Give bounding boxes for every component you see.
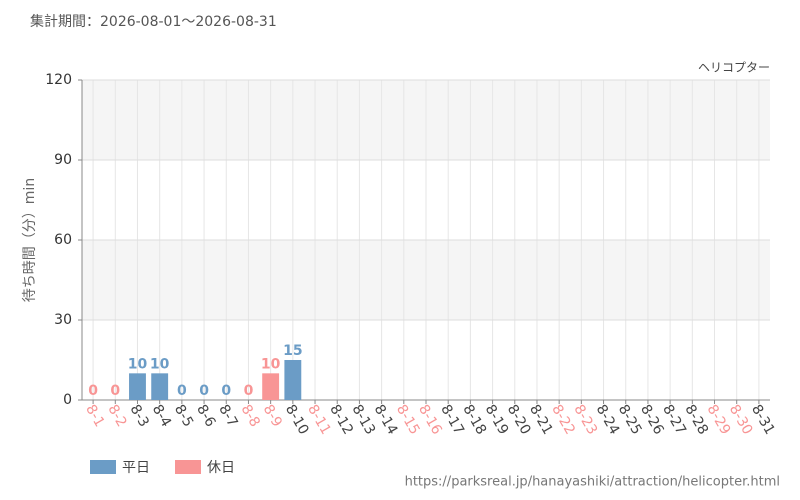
bar [151, 373, 169, 400]
x-tick-label: 8-6 [193, 402, 218, 430]
legend-label: 休日 [207, 460, 235, 476]
data-label: 15 [283, 343, 302, 359]
y-tick-label: 30 [54, 312, 72, 328]
x-tick-label: 8-5 [171, 402, 196, 430]
x-tick-label: 8-8 [238, 402, 263, 430]
legend-swatch [175, 460, 201, 474]
x-tick-label: 8-9 [260, 402, 285, 430]
data-label: 0 [110, 383, 120, 399]
data-label: 0 [88, 383, 98, 399]
x-tick-label: 8-7 [215, 402, 240, 430]
legend-label: 平日 [122, 460, 150, 476]
y-tick-label: 120 [45, 72, 72, 88]
data-label: 0 [199, 383, 209, 399]
x-tick-label: 8-4 [149, 402, 174, 430]
data-label: 0 [221, 383, 231, 399]
data-label: 10 [150, 356, 170, 372]
legend-swatch [90, 460, 116, 474]
bar [262, 373, 280, 400]
data-label: 0 [244, 383, 254, 399]
y-tick-label: 60 [54, 232, 72, 248]
data-label: 10 [128, 356, 148, 372]
bar [284, 360, 302, 400]
y-tick-label: 90 [54, 152, 72, 168]
source-url: https://parksreal.jp/hanayashiki/attract… [405, 475, 780, 490]
y-axis-label: 待ち時間（分）min [22, 178, 38, 302]
data-label: 0 [177, 383, 187, 399]
x-tick-label: 8-1 [82, 402, 107, 430]
data-label: 10 [261, 356, 281, 372]
chart-title: 集計期間：2026-08-01～2026-08-31 [30, 13, 277, 30]
y-tick-label: 0 [63, 392, 72, 408]
x-tick-label: 8-31 [748, 402, 778, 438]
chart-subtitle: ヘリコプター [698, 61, 770, 75]
x-tick-label: 8-3 [127, 402, 152, 430]
bar [129, 373, 146, 400]
x-tick-label: 8-2 [104, 402, 129, 430]
